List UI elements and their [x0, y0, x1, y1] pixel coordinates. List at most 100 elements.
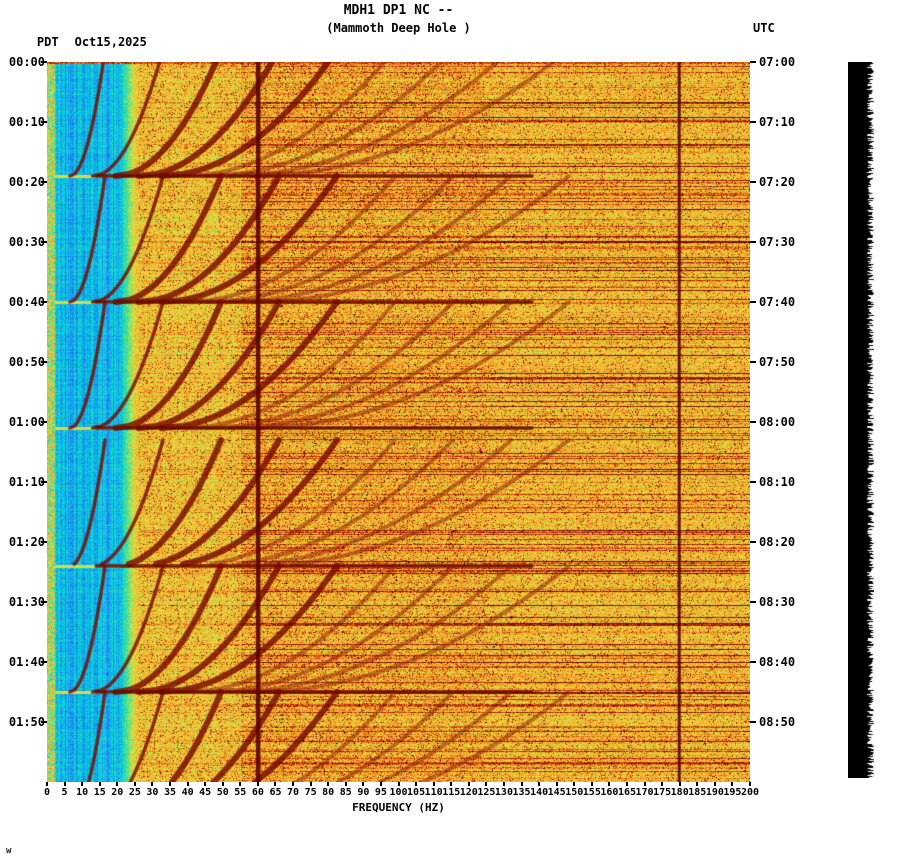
frequency-tick-label: 145 [547, 787, 566, 798]
frequency-tick-label: 35 [163, 787, 177, 798]
frequency-tick-mark [415, 782, 418, 786]
left-tick-mark [41, 361, 47, 363]
left-tick-mark [41, 121, 47, 123]
left-tick-mark [41, 601, 47, 603]
frequency-tick-mark [450, 782, 453, 786]
right-tick-mark [750, 181, 756, 183]
frequency-tick-mark [63, 782, 66, 786]
frequency-tick-label: 135 [512, 787, 531, 798]
frequency-tick-label: 80 [322, 787, 335, 798]
frequency-tick-mark [221, 782, 224, 786]
right-time-label: 08:00 [759, 415, 796, 429]
frequency-tick-mark [713, 782, 716, 786]
right-time-label: 07:50 [759, 355, 796, 369]
frequency-tick-label: 50 [216, 787, 229, 798]
date-label: Oct15,2025 [74, 35, 147, 49]
left-tick-mark [41, 181, 47, 183]
frequency-tick-label: 190 [705, 787, 724, 798]
right-tick-mark [750, 601, 756, 603]
frequency-tick-mark [608, 782, 611, 786]
frequency-tick-mark [327, 782, 330, 786]
frequency-tick-label: 115 [442, 787, 461, 798]
frequency-tick-mark [502, 782, 505, 786]
frequency-tick-mark [731, 782, 734, 786]
right-tick-mark [750, 361, 756, 363]
frequency-tick-mark [573, 782, 576, 786]
header-left: PDT Oct15,2025 [8, 21, 147, 63]
left-tick-mark [41, 481, 47, 483]
left-time-label: 01:00 [8, 415, 45, 429]
right-time-label: 07:30 [759, 235, 796, 249]
frequency-tick-mark [186, 782, 189, 786]
frequency-tick-mark [485, 782, 488, 786]
frequency-tick-mark [696, 782, 699, 786]
frequency-tick-label: 25 [128, 787, 141, 798]
station-subtitle: (Mammoth Deep Hole ) [326, 21, 471, 35]
frequency-tick-mark [46, 782, 48, 786]
frequency-tick-mark [555, 782, 558, 786]
frequency-tick-label: 70 [287, 787, 300, 798]
right-tick-mark [750, 241, 756, 243]
frequency-tick-label: 175 [653, 787, 672, 798]
frequency-tick-label: 75 [304, 787, 317, 798]
right-tick-mark [750, 481, 756, 483]
frequency-tick-mark [309, 782, 312, 786]
left-tick-mark [41, 541, 47, 543]
frequency-tick-label: 40 [181, 787, 194, 798]
frequency-tick-mark [151, 782, 154, 786]
frequency-tick-label: 180 [670, 787, 689, 798]
left-tick-mark [41, 61, 47, 63]
frequency-tick-label: 95 [374, 787, 387, 798]
right-time-label: 07:10 [759, 115, 796, 129]
frequency-tick-mark [678, 782, 681, 786]
frequency-tick-mark [116, 782, 119, 786]
frequency-tick-label: 155 [582, 787, 601, 798]
frequency-tick-label: 5 [61, 787, 68, 798]
left-time-label: 01:40 [8, 655, 45, 669]
frequency-tick-mark [204, 782, 207, 786]
timezone-right-label: UTC [753, 21, 775, 35]
timezone-left-label: PDT [36, 35, 59, 49]
amplitude-strip [848, 62, 874, 778]
frequency-tick-mark [661, 782, 664, 786]
frequency-tick-mark [239, 782, 242, 786]
frequency-tick-label: 140 [530, 787, 549, 798]
right-tick-mark [750, 721, 756, 723]
right-time-label: 08:40 [759, 655, 796, 669]
frequency-tick-label: 55 [234, 787, 247, 798]
frequency-tick-label: 200 [740, 787, 760, 798]
frequency-tick-label: 0 [43, 787, 51, 798]
frequency-tick-mark [362, 782, 365, 786]
right-time-label: 07:20 [759, 175, 796, 189]
left-tick-mark [41, 421, 47, 423]
frequency-tick-label: 170 [635, 787, 654, 798]
right-tick-mark [750, 421, 756, 423]
frequency-tick-label: 150 [565, 787, 584, 798]
right-tick-mark [750, 301, 756, 303]
frequency-tick-mark [81, 782, 84, 786]
left-time-label: 00:20 [8, 175, 45, 189]
frequency-tick-label: 130 [494, 787, 513, 798]
right-tick-mark [750, 121, 756, 123]
frequency-tick-label: 160 [600, 787, 619, 798]
frequency-tick-label: 20 [111, 787, 124, 798]
frequency-tick-mark [256, 782, 259, 786]
frequency-tick-label: 120 [459, 787, 478, 798]
frequency-tick-mark [169, 782, 172, 786]
right-time-label: 08:20 [759, 535, 796, 549]
frequency-tick-mark [625, 782, 628, 786]
frequency-tick-label: 10 [76, 787, 89, 798]
left-time-label: 01:10 [8, 475, 45, 489]
frequency-tick-mark [344, 782, 347, 786]
left-time-label: 01:30 [8, 595, 45, 609]
frequency-tick-label: 125 [477, 787, 496, 798]
frequency-tick-label: 185 [688, 787, 707, 798]
frequency-tick-mark [643, 782, 646, 786]
frequency-tick-mark [520, 782, 523, 786]
left-tick-mark [41, 661, 47, 663]
right-time-label: 07:00 [759, 55, 796, 69]
frequency-tick-mark [538, 782, 541, 786]
frequency-tick-mark [397, 782, 400, 786]
frequency-tick-mark [432, 782, 435, 786]
